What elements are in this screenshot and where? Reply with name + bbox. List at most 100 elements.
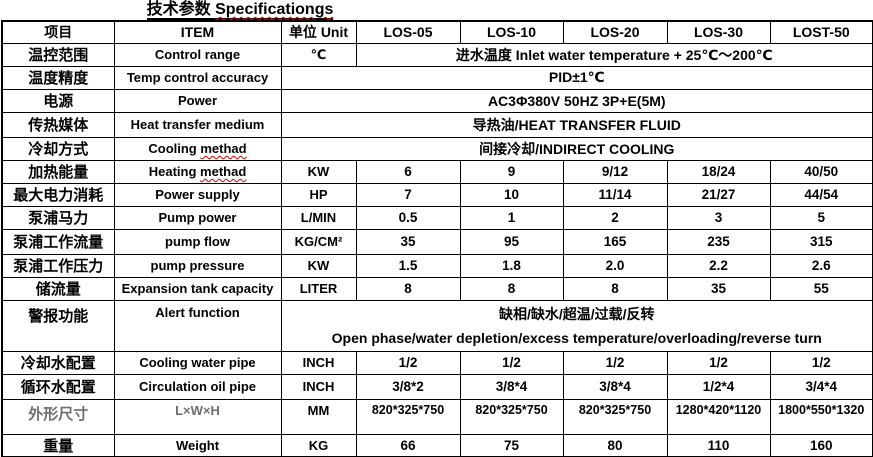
value-los-20: 1/2 xyxy=(562,350,668,375)
unit-cell: KG/CM² xyxy=(280,228,357,255)
value-los-10: 8 xyxy=(459,276,564,301)
unit-cell: KG xyxy=(280,433,357,457)
label-cn: 最大电力消耗 xyxy=(1,182,115,207)
unit-cell: HP xyxy=(280,182,357,207)
value-los-30: 1280*420*1120 xyxy=(666,398,771,435)
label-en: Expansion tank capacity xyxy=(113,276,282,301)
header-lost-50: LOST-50 xyxy=(769,20,873,44)
label-en: Cooling methad xyxy=(113,136,282,161)
header-los-05: LOS-05 xyxy=(355,20,461,44)
row-cooling-method: 冷却方式 Cooling methad 间接冷却/INDIRECT COOLIN… xyxy=(1,136,873,161)
row-cooling-water-pipe: 冷却水配置 Cooling water pipe INCH 1/2 1/2 1/… xyxy=(1,350,873,375)
merged-value: 进水温度 Inlet water temperature + 25℃～200℃ xyxy=(355,42,873,67)
value-los-10: 1.8 xyxy=(459,253,564,278)
row-control-range: 温控范围 Control range ℃ 进水温度 Inlet water te… xyxy=(1,42,873,67)
label-en: L×W×H xyxy=(113,398,282,435)
header-los-10: LOS-10 xyxy=(459,20,564,44)
value-los-30: 21/27 xyxy=(666,182,771,207)
header-row: 项目 ITEM 单位 Unit LOS-05 LOS-10 LOS-20 LOS… xyxy=(1,20,873,44)
label-cn: 温度精度 xyxy=(1,65,115,90)
label-en-prefix: Cooling xyxy=(148,141,201,156)
label-en: Temp control accuracy xyxy=(113,65,282,90)
value-los-05: 6 xyxy=(355,159,461,184)
merged-value: 间接冷却/INDIRECT COOLING xyxy=(280,136,873,161)
value-los-05: 3/8*2 xyxy=(355,373,461,400)
value-los-20: 9/12 xyxy=(562,159,668,184)
value-lost-50: 2.6 xyxy=(769,253,873,278)
label-en: Alert function xyxy=(113,299,282,352)
alert-text-en: Open phase/water depletion/excess temper… xyxy=(331,329,822,346)
header-los-30: LOS-30 xyxy=(666,20,771,44)
label-en-prefix: Heating xyxy=(148,164,201,179)
value-los-05: 7 xyxy=(355,182,461,207)
value-los-10: 1 xyxy=(459,205,564,230)
value-los-10: 820*325*750 xyxy=(459,398,564,435)
value-los-20: 3/8*4 xyxy=(562,373,668,400)
value-lost-50: 3/4*4 xyxy=(769,373,873,400)
value-lost-50: 1800*550*1320 xyxy=(769,398,873,435)
value-los-10: 75 xyxy=(459,433,564,457)
value-los-20: 165 xyxy=(562,228,668,255)
label-cn: 警报功能 xyxy=(1,299,115,352)
value-los-10: 3/8*4 xyxy=(459,373,564,400)
merged-value: 缺相/缺水/超温/过载/反转 Open phase/water depletio… xyxy=(280,299,873,352)
header-unit: 单位 Unit xyxy=(280,20,357,44)
label-cn: 电源 xyxy=(1,88,115,113)
value-los-30: 35 xyxy=(666,276,771,301)
value-lost-50: 5 xyxy=(769,205,873,230)
unit-cell: ℃ xyxy=(280,42,357,67)
label-en: Heat transfer medium xyxy=(113,111,282,138)
row-heat-transfer-medium: 传热媒体 Heat transfer medium 导热油/HEAT TRANS… xyxy=(1,111,873,138)
specifications-table: 项目 ITEM 单位 Unit LOS-05 LOS-10 LOS-20 LOS… xyxy=(1,20,873,457)
label-en: Pump power xyxy=(113,205,282,230)
label-cn: 传热媒体 xyxy=(1,111,115,138)
merged-value: PID±1℃ xyxy=(280,65,873,90)
label-en-typo: methad xyxy=(200,164,247,179)
value-los-10: 1/2 xyxy=(459,350,564,375)
row-heating-capacity: 加热能量 Heating methad KW 6 9 9/12 18/24 40… xyxy=(1,159,873,184)
row-weight: 重量 Weight KG 66 75 80 110 160 xyxy=(1,433,873,457)
header-item-cn: 项目 xyxy=(1,20,115,44)
value-los-20: 820*325*750 xyxy=(562,398,668,435)
value-lost-50: 1/2 xyxy=(769,350,873,375)
unit-cell: KW xyxy=(280,159,357,184)
value-lost-50: 40/50 xyxy=(769,159,873,184)
label-en-typo: methad xyxy=(200,141,247,156)
page-title-text: 技术参数 Specificationgs xyxy=(146,1,334,20)
value-los-10: 9 xyxy=(459,159,564,184)
row-power: 电源 Power AC3Φ380V 50HZ 3P+E(5M) xyxy=(1,88,873,113)
label-en: Power supply xyxy=(113,182,282,207)
header-los-20: LOS-20 xyxy=(562,20,668,44)
value-los-30: 1/2*4 xyxy=(666,373,771,400)
value-los-05: 1.5 xyxy=(355,253,461,278)
value-los-20: 2.0 xyxy=(562,253,668,278)
unit-cell: LITER xyxy=(280,276,357,301)
label-cn: 冷却水配置 xyxy=(1,350,115,375)
row-max-power-consumption: 最大电力消耗 Power supply HP 7 10 11/14 21/27 … xyxy=(1,182,873,207)
label-cn: 储流量 xyxy=(1,276,115,301)
alert-text-cn: 缺相/缺水/超温/过载/反转 xyxy=(498,305,655,322)
unit-cell: MM xyxy=(280,398,357,435)
header-item-en: ITEM xyxy=(113,20,282,44)
value-los-05: 66 xyxy=(355,433,461,457)
value-los-30: 2.2 xyxy=(666,253,771,278)
unit-cell: INCH xyxy=(280,350,357,375)
label-cn: 外形尺寸 xyxy=(1,398,115,435)
value-los-20: 80 xyxy=(562,433,668,457)
value-los-05: 1/2 xyxy=(355,350,461,375)
unit-cell: INCH xyxy=(280,373,357,400)
value-lost-50: 44/54 xyxy=(769,182,873,207)
value-los-30: 18/24 xyxy=(666,159,771,184)
value-los-20: 2 xyxy=(562,205,668,230)
label-en: Weight xyxy=(113,433,282,457)
value-los-20: 11/14 xyxy=(562,182,668,207)
merged-value: 导热油/HEAT TRANSFER FLUID xyxy=(280,111,873,138)
row-temp-accuracy: 温度精度 Temp control accuracy PID±1℃ xyxy=(1,65,873,90)
page-title-cn: 技术参数 xyxy=(146,1,211,18)
row-dimensions: 外形尺寸 L×W×H MM 820*325*750 820*325*750 82… xyxy=(1,398,873,435)
value-los-05: 35 xyxy=(355,228,461,255)
value-lost-50: 55 xyxy=(769,276,873,301)
value-los-30: 1/2 xyxy=(666,350,771,375)
label-en: Cooling water pipe xyxy=(113,350,282,375)
